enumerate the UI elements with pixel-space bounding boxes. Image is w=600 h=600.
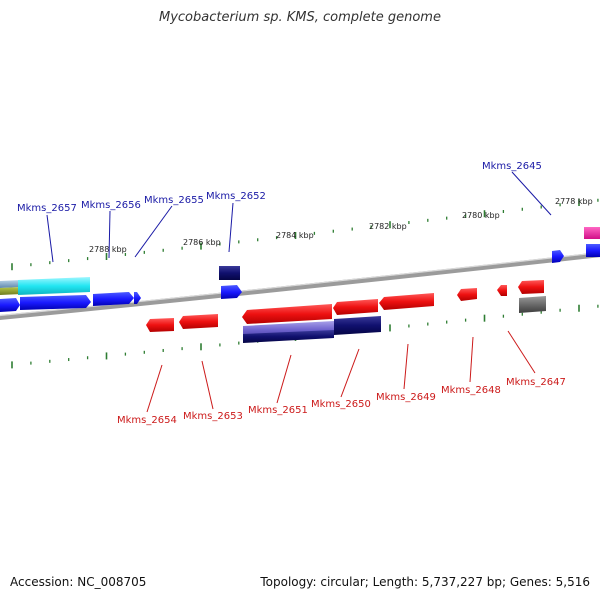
genome-stats-text: Topology: circular; Length: 5,737,227 bp…: [260, 575, 590, 589]
gene-feature[interactable]: [0, 298, 20, 312]
reverse-strand-genes: [146, 280, 546, 343]
forward-gene-labels: Mkms_2657 Mkms_2656 Mkms_2655 Mkms_2652 …: [17, 161, 542, 214]
gene-feature[interactable]: [179, 314, 218, 329]
scale-label: 2778 kbp: [555, 197, 593, 206]
gene-feature[interactable]: [0, 287, 22, 295]
gene-label-mkms-2652[interactable]: Mkms_2652: [206, 191, 266, 202]
forward-callouts: [46, 171, 552, 263]
gene-feature[interactable]: [584, 227, 600, 239]
gene-label-mkms-2651[interactable]: Mkms_2651: [248, 405, 308, 416]
reverse-callouts: [146, 330, 536, 413]
gene-feature[interactable]: [134, 292, 141, 304]
scale-label: 2786 kbp: [183, 238, 221, 247]
forward-strand-genes: [0, 227, 600, 312]
scale-label: 2784 kbp: [276, 231, 314, 240]
accession-text: Accession: NC_008705: [10, 575, 147, 589]
gene-label-mkms-2656[interactable]: Mkms_2656: [81, 200, 141, 211]
gene-feature[interactable]: [586, 244, 600, 257]
gene-label-mkms-2645[interactable]: Mkms_2645: [482, 161, 542, 172]
gene-label-mkms-2649[interactable]: Mkms_2649: [376, 392, 436, 403]
gene-feature[interactable]: [93, 292, 134, 306]
gene-feature[interactable]: [219, 266, 240, 280]
gene-feature[interactable]: [18, 277, 90, 295]
gene-label-mkms-2657[interactable]: Mkms_2657: [17, 203, 77, 214]
gene-feature[interactable]: [457, 288, 477, 301]
scale-labels: 2788 kbp 2786 kbp 2784 kbp 2782 kbp 2780…: [89, 197, 593, 254]
scale-label: 2788 kbp: [89, 245, 127, 254]
gene-feature[interactable]: [519, 296, 546, 313]
gene-feature[interactable]: [552, 250, 564, 263]
scale-label: 2780 kbp: [462, 211, 500, 220]
gene-feature[interactable]: [242, 304, 332, 324]
scale-label: 2782 kbp: [369, 222, 407, 231]
gene-label-mkms-2650[interactable]: Mkms_2650: [311, 399, 371, 410]
gene-feature[interactable]: [221, 285, 242, 299]
reverse-gene-labels: Mkms_2654 Mkms_2653 Mkms_2651 Mkms_2650 …: [117, 377, 566, 426]
gene-feature[interactable]: [518, 280, 544, 294]
map-title: Mycobacterium sp. KMS, complete genome: [159, 10, 441, 25]
gene-feature[interactable]: [146, 318, 174, 332]
gene-feature[interactable]: [243, 330, 334, 343]
gene-label-mkms-2648[interactable]: Mkms_2648: [441, 385, 501, 396]
gene-feature[interactable]: [379, 293, 434, 310]
gene-label-mkms-2654[interactable]: Mkms_2654: [117, 415, 177, 426]
gene-feature[interactable]: [334, 316, 381, 335]
genome-backbone: [0, 252, 600, 321]
gene-label-mkms-2653[interactable]: Mkms_2653: [183, 411, 243, 422]
gene-feature[interactable]: [20, 295, 91, 310]
gene-label-mkms-2655[interactable]: Mkms_2655: [144, 195, 204, 206]
gene-label-mkms-2647[interactable]: Mkms_2647: [506, 377, 566, 388]
upper-tick-ring: [11, 198, 599, 271]
gene-feature[interactable]: [333, 299, 378, 315]
gene-feature[interactable]: [497, 285, 507, 296]
gene-feature[interactable]: [0, 280, 22, 288]
